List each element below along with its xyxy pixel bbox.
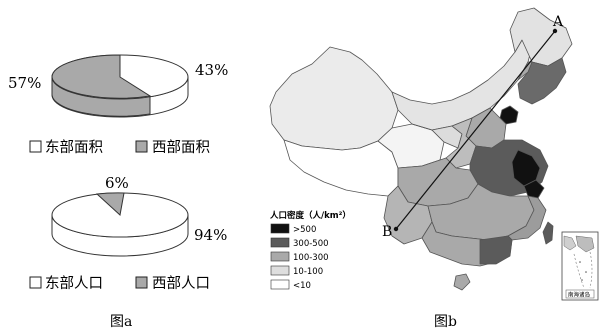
south-china-sea-inset: 南海诸岛: [561, 231, 599, 301]
region-guangdong: [479, 235, 513, 265]
caption-a: 图a: [110, 314, 132, 330]
density-label-0: >500: [293, 225, 316, 235]
density-label-1: 300-500: [293, 239, 329, 249]
legend-east-pop-swatch: [29, 276, 42, 289]
legend-east-area: 东部面积: [45, 139, 103, 156]
density-swatch-3: [270, 265, 290, 276]
density-label-4: <10: [293, 281, 311, 291]
region-taiwan: [542, 221, 554, 245]
density-swatch-1: [270, 237, 290, 248]
region-shanghai: [523, 179, 545, 199]
region-northeast-dense: [517, 57, 567, 105]
legend-east-area-swatch: [29, 140, 42, 153]
point-b-marker: [393, 226, 399, 232]
china-map: [269, 7, 573, 291]
density-swatch-0: [270, 223, 290, 234]
region-southeast: [507, 195, 547, 241]
profile-line-ab: [395, 30, 556, 230]
legend-west-pop-swatch: [135, 276, 148, 289]
pie-area-west-pct: 57%: [8, 74, 41, 92]
density-swatch-2: [270, 251, 290, 262]
density-label-2: 100-300: [293, 253, 329, 263]
legend-west-area-swatch: [135, 140, 148, 153]
caption-b: 图b: [434, 314, 457, 330]
legend-west-pop: 西部人口: [152, 275, 210, 292]
region-shaanxi: [445, 117, 477, 169]
region-xinjiang: [269, 46, 399, 151]
density-swatch-4: [270, 279, 290, 290]
density-label-3: 10-100: [293, 267, 323, 277]
legend-east-pop: 东部人口: [45, 275, 103, 292]
pie-area-west-slice: [51, 54, 152, 99]
density-legend: >500 300-500 100-300 10-100 <10: [270, 223, 329, 291]
density-legend-title: 人口密度（人/km²）: [270, 210, 351, 221]
pie-pop: [51, 192, 189, 257]
pie-pop-east-pct: 94%: [194, 226, 227, 244]
pie-pop-west-pct: 6%: [105, 174, 129, 192]
legend-west-area: 西部面积: [152, 139, 210, 156]
pie-area: [51, 54, 189, 118]
pie-pop-west-slice: [95, 192, 125, 216]
region-hainan: [453, 273, 471, 291]
inset-label: 南海诸岛: [568, 291, 591, 299]
point-a-marker: [552, 28, 558, 34]
point-a-label: A: [552, 14, 564, 30]
point-b-label: B: [382, 224, 392, 240]
pie-area-east-pct: 43%: [195, 61, 228, 79]
region-heilongjiang: [509, 7, 573, 67]
region-qinghai: [377, 123, 445, 169]
